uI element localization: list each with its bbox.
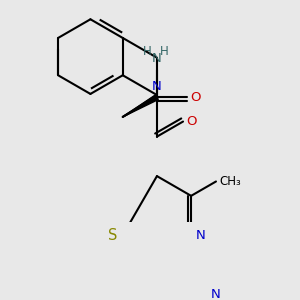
Text: S: S: [108, 228, 118, 243]
Text: O: O: [191, 91, 201, 104]
Text: N: N: [211, 288, 220, 300]
Text: O: O: [187, 115, 197, 128]
Text: CH₃: CH₃: [220, 175, 241, 188]
Text: H: H: [160, 45, 169, 58]
Text: N: N: [152, 52, 162, 65]
Polygon shape: [123, 95, 158, 117]
Text: N: N: [152, 80, 162, 93]
Text: H: H: [143, 45, 152, 58]
Text: N: N: [196, 229, 206, 242]
